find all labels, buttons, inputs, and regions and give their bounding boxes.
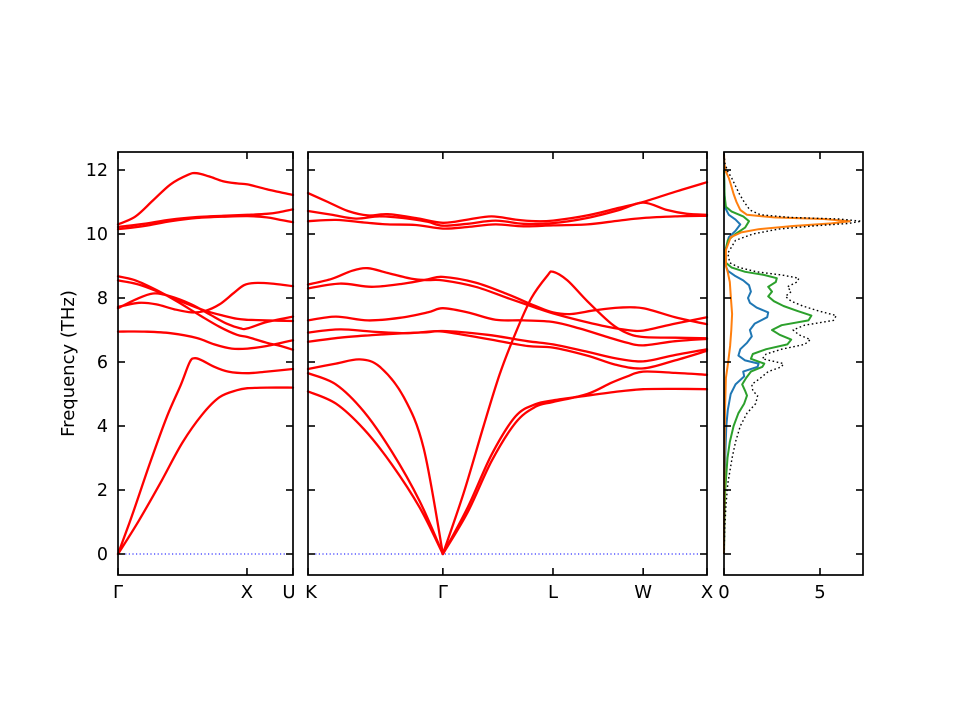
phonon-band — [116, 330, 295, 351]
dos-curve-pdos-orange — [723, 153, 851, 555]
phonon-band — [306, 307, 709, 347]
phonon-band — [116, 357, 295, 556]
dos-panel-spine — [723, 151, 864, 576]
phonon-band — [306, 181, 709, 224]
y-tick-label: 0 — [97, 545, 108, 565]
kpoint-label: U — [282, 582, 295, 603]
phonon-band — [116, 214, 295, 231]
phonon-band — [116, 279, 295, 323]
phonon-band — [306, 275, 709, 326]
dos-curve-pdos-blue — [723, 169, 770, 555]
dos-x-tick-label: 5 — [814, 582, 825, 603]
y-tick-label: 2 — [97, 481, 108, 501]
phonon-band — [306, 267, 709, 333]
kpoint-label: Γ — [113, 582, 123, 603]
y-tick-label: 8 — [97, 289, 108, 309]
phonon-band — [306, 328, 709, 363]
panel-spine — [307, 151, 708, 576]
phonon-band — [306, 370, 709, 556]
kpoint-label: X — [701, 582, 713, 603]
phonon-band — [116, 275, 295, 351]
kpoint-label: W — [634, 582, 652, 603]
kpoint-label: X — [241, 582, 253, 603]
kpoint-label: K — [305, 582, 318, 603]
phonon-band — [116, 386, 295, 556]
phonon-band — [306, 214, 709, 230]
kpoint-label: Γ — [438, 582, 448, 603]
dos-curve-total-dos — [723, 153, 862, 555]
phonon-band — [306, 270, 709, 556]
phonon-band — [306, 330, 709, 370]
phonon-band — [116, 281, 295, 314]
panel-spine — [117, 151, 294, 576]
y-tick-label: 4 — [97, 417, 108, 437]
dos-x-tick-label: 0 — [718, 582, 729, 603]
y-tick-label: 10 — [86, 225, 108, 245]
y-tick-label: 12 — [86, 161, 108, 181]
phonon-band — [116, 292, 295, 331]
phonon-band — [306, 372, 709, 556]
phonon-band — [116, 171, 295, 226]
kpoint-label: L — [548, 582, 558, 603]
y-tick-label: 6 — [97, 353, 108, 373]
phonon-band — [306, 201, 709, 227]
y-axis-label: Frequency (THz) — [58, 290, 79, 437]
